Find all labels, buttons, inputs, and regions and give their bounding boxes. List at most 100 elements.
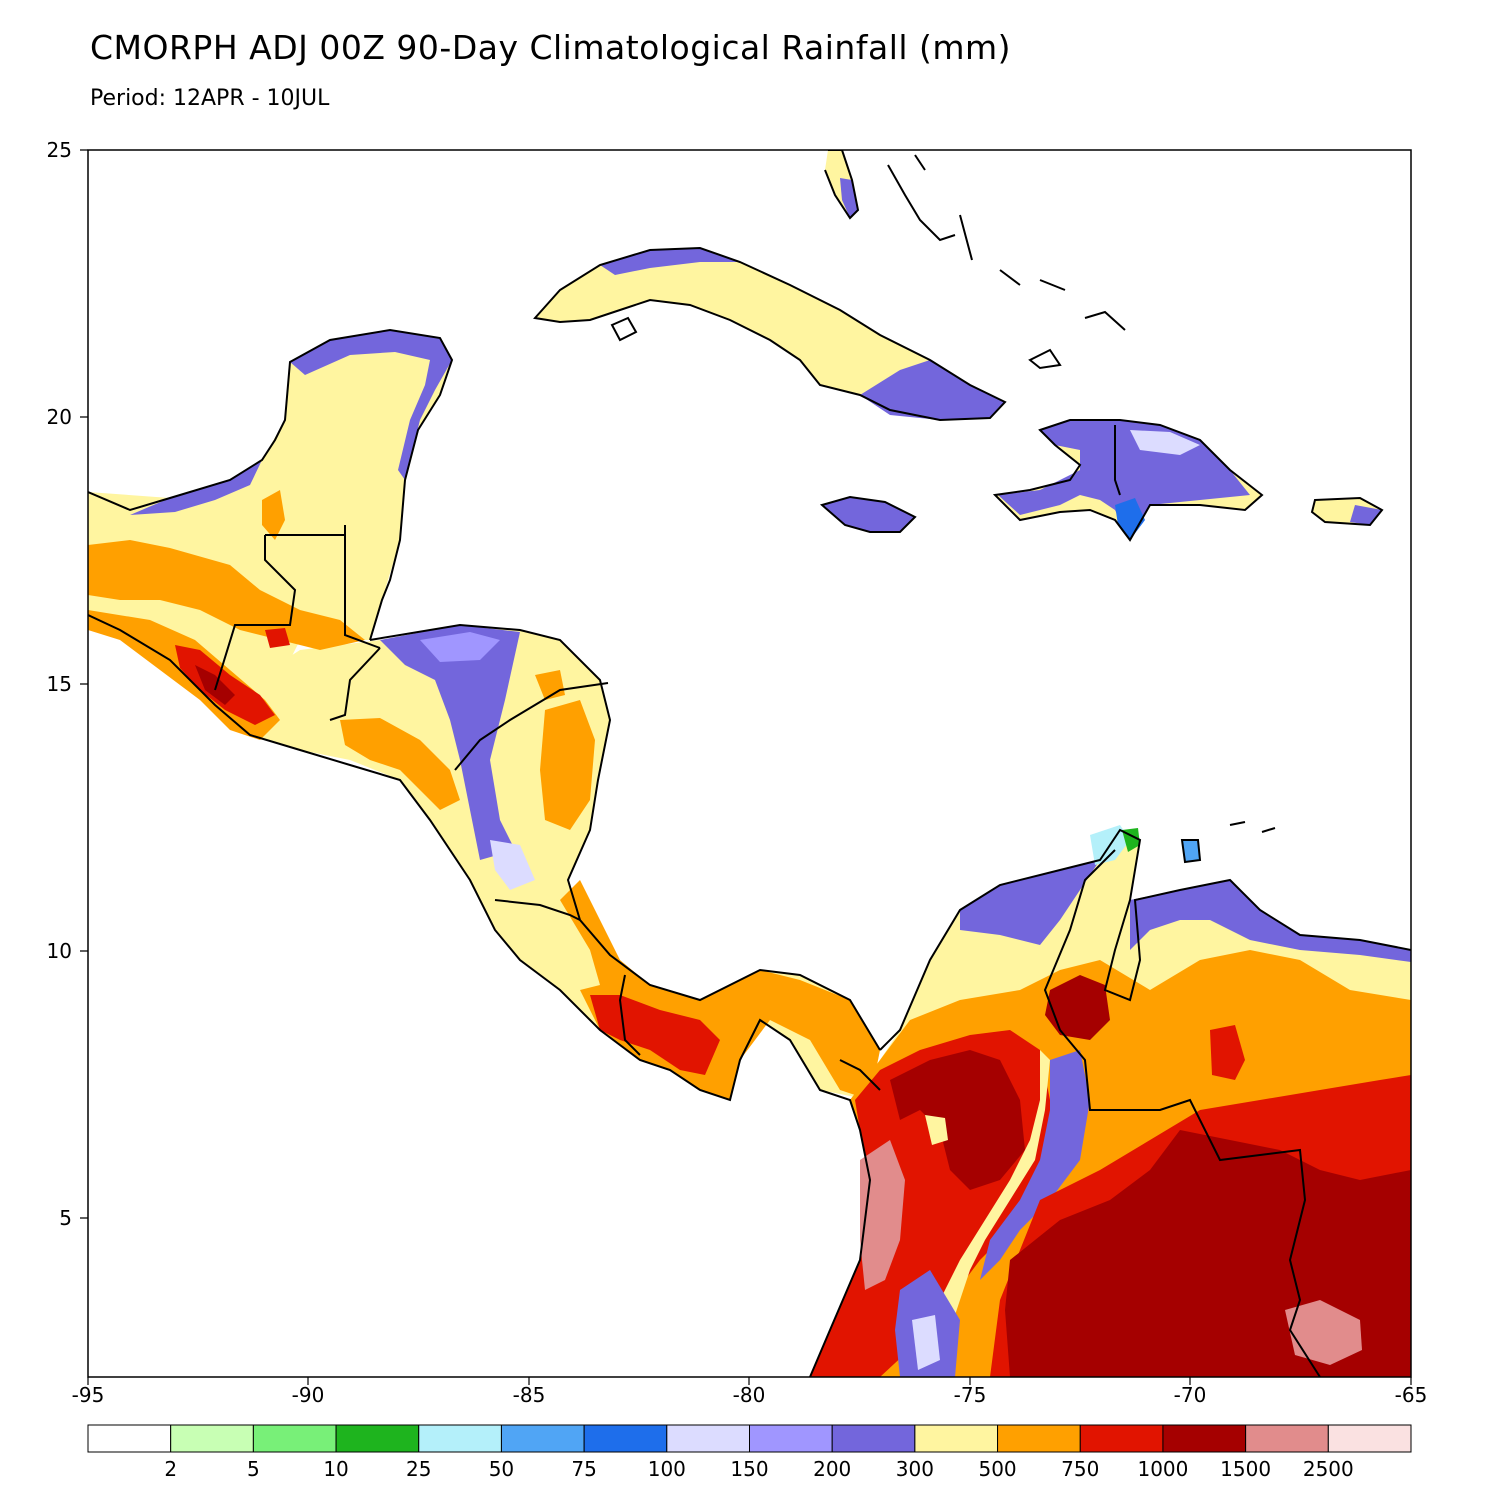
guatemala-honduras-border [329,647,381,721]
colorbar-swatch [170,1424,254,1453]
jamaica-land [822,497,915,532]
colorbar-label: 200 [813,1457,851,1481]
lat-tick-marks [80,149,88,1219]
contour-venezuela-1000 [1210,1025,1245,1080]
panama-colombia-border [839,1059,881,1091]
contour-honduras-300 [380,625,520,860]
bahamas-andros-coast [887,164,956,242]
colorbar-label: 1500 [1220,1457,1271,1481]
costarica-panama-border [618,974,641,1056]
lon-label-70: -70 [1174,1383,1207,1407]
colorbar-swatch [914,1424,999,1453]
yucatan-coast [88,328,454,641]
colorbar-swatch [1162,1424,1247,1453]
lat-label-25: 25 [47,138,72,162]
colorbar-swatch [500,1424,585,1453]
axis-ticks [80,149,1412,1385]
coastlines [88,150,1411,1377]
lon-label-75: -75 [954,1383,987,1407]
colorbar: 2 5 10 25 50 75 100 150 200 300 500 750 1000 1500 2500 [87,1424,1412,1481]
colorbar-label: 2500 [1303,1457,1354,1481]
colorbar-label: 25 [406,1457,431,1481]
haiti-dr-border [1114,425,1121,496]
colombia-venezuela-border [1043,849,1321,1377]
contour-yucatan-north-300 [290,330,452,480]
map-layers [88,150,1411,1377]
colorbar-swatch [1327,1424,1412,1453]
lon-label-95: -95 [72,1383,105,1407]
lat-label-20: 20 [47,405,72,429]
contour-andes-500 [940,1050,1050,1330]
turks-caicos-coast [1028,348,1062,370]
contour-yucatan-750 [262,490,285,540]
colorbar-swatch [335,1424,420,1453]
colorbar-label: 100 [648,1457,686,1481]
borders [214,425,1321,1377]
lon-tick-marks [87,1377,1412,1385]
lon-label-85: -85 [513,1383,546,1407]
cuba-coast [533,246,1007,422]
colorbar-label: 1000 [1137,1457,1188,1481]
contour-mexico-750 [88,540,365,650]
colorbar-swatch [583,1424,668,1453]
colorbar-label: 2 [164,1457,177,1481]
colorbar-swatch [831,1424,916,1453]
aruba-curacao-coast [1180,821,1276,864]
contour-amazon-2500 [1285,1300,1362,1365]
contour-maracaibo-1500 [1045,975,1110,1040]
colorbar-label: 750 [1061,1457,1099,1481]
rainfall-contours [88,178,1411,1377]
honduras-nicaragua-border [454,682,609,771]
colorbar-label: 10 [323,1457,348,1481]
colorbar-label: 50 [489,1457,514,1481]
lat-label-10: 10 [47,939,72,963]
contour-colombia-500-inner [925,1115,948,1145]
florida-coast [824,150,860,220]
bahamas-islands-coast [914,154,1126,331]
chart-title: CMORPH ADJ 00Z 90-Day Climatological Rai… [90,28,1012,67]
contour-venezuela-north-300 [1130,880,1411,962]
contour-colombia-1500 [890,1050,1025,1190]
contour-pacific-colombia-2500 [860,1140,905,1290]
contour-hispaniola-150 [1130,430,1200,455]
isla-juventud-coast [610,316,638,342]
contour-south-colombia-150 [912,1315,940,1370]
lat-label-15: 15 [47,672,72,696]
colorbar-swatch [997,1424,1081,1453]
colorbar-swatch [418,1424,502,1453]
contour-nicaragua-750 [540,700,595,830]
lon-label-65: -65 [1395,1383,1428,1407]
puerto-rico-coast [1310,496,1384,527]
chart-subtitle: Period: 12APR - 10JUL [90,86,330,111]
contour-yucatan-west-300 [130,460,262,515]
contour-guajira-300 [960,860,1100,945]
lon-label-90: -90 [292,1383,325,1407]
colorbar-label: 300 [896,1457,934,1481]
contour-andes-300 [980,1050,1090,1280]
colorbar-label: 5 [247,1457,260,1481]
jamaica-coast [819,495,917,533]
contour-guatemala-1000 [265,628,290,648]
nicaragua-costarica-border [494,899,581,921]
colorbar-label: 150 [730,1457,768,1481]
colorbar-swatch [666,1424,750,1453]
cuba-land [535,248,1005,420]
colorbar-swatch [749,1424,833,1453]
contour-nicaragua-150 [490,840,535,890]
colorbar-swatch [1245,1424,1329,1453]
lon-label-80: -80 [733,1383,766,1407]
contour-aruba-50 [1182,840,1200,862]
colorbar-label: 75 [571,1457,596,1481]
contour-cuba-east-300 [860,360,1005,420]
colorbar-label: 500 [978,1457,1016,1481]
lat-label-5: 5 [59,1206,72,1230]
colorbar-swatch [1079,1424,1164,1453]
contour-salvador-750 [340,718,460,810]
pacific-coast-mexico [88,614,872,1377]
contour-honduras-200 [420,632,500,662]
caribbean-coast-south-america [879,828,1411,1051]
hispaniola-coast [992,419,1264,542]
caribbean-coast-central-america [369,623,881,1051]
colorbar-swatch [87,1424,172,1453]
